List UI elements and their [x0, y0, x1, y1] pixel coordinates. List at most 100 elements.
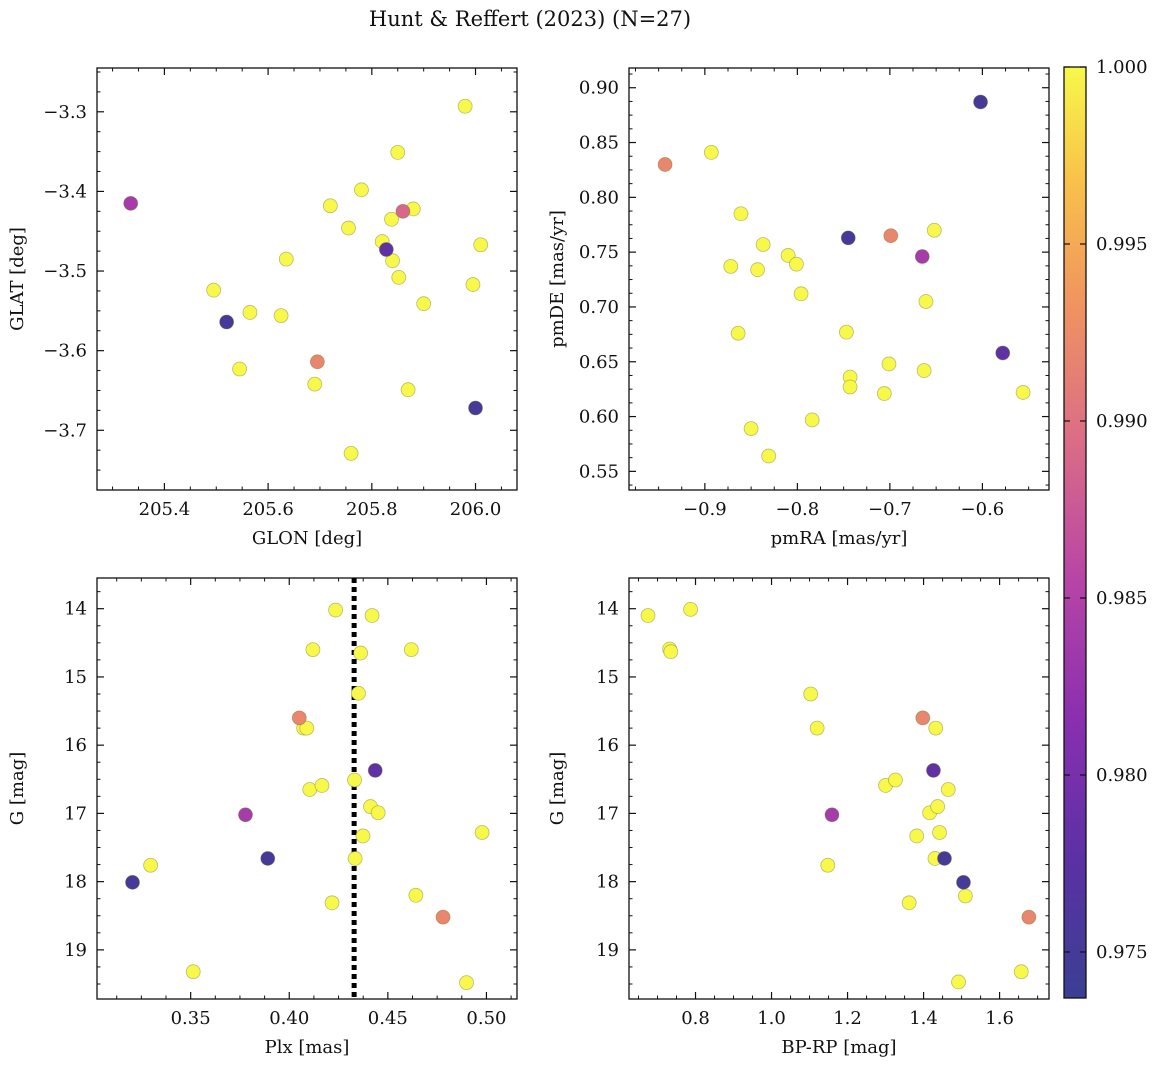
x-tick-label: −0.6 — [961, 499, 1005, 520]
x-tick-label: −0.7 — [868, 499, 912, 520]
y-tick-label: 0.90 — [579, 78, 619, 99]
y-axis-label: GLAT [deg] — [7, 227, 28, 331]
y-tick-label: 18 — [64, 872, 87, 893]
data-point — [842, 379, 858, 395]
y-tick-label: −3.6 — [43, 341, 87, 362]
data-point — [918, 294, 934, 309]
data-point — [820, 857, 836, 873]
data-point — [347, 851, 363, 866]
data-point — [930, 799, 946, 814]
data-point — [926, 763, 941, 778]
colorbar-tick-label: 1.000 — [1096, 57, 1148, 78]
data-point — [780, 248, 796, 263]
data-point — [143, 857, 159, 873]
data-point — [474, 825, 490, 840]
data-point — [459, 975, 474, 991]
colorbar-tick-label: 0.990 — [1096, 411, 1148, 432]
data-point — [385, 253, 400, 269]
data-point — [663, 644, 679, 660]
x-tick-label: 0.35 — [171, 1008, 211, 1029]
data-point — [299, 720, 315, 736]
data-point — [367, 763, 383, 778]
data-point — [351, 685, 366, 701]
figure-title: Hunt & Reffert (2023) (N=27) — [369, 7, 691, 31]
y-axis-label: pmDE [mas/yr] — [547, 210, 568, 348]
colorbar-gradient — [1063, 66, 1087, 999]
data-point — [916, 363, 932, 378]
data-point — [932, 825, 947, 840]
y-tick-label: 14 — [64, 599, 87, 620]
data-point — [928, 720, 944, 736]
y-tick-label: 0.85 — [579, 133, 619, 154]
x-tick-label: 1.4 — [909, 1008, 938, 1029]
data-point — [238, 807, 253, 823]
data-point — [416, 296, 432, 312]
data-point — [353, 645, 369, 661]
data-point — [839, 324, 854, 340]
data-point — [824, 807, 840, 823]
data-point — [309, 354, 325, 370]
data-point — [909, 828, 925, 844]
data-point — [951, 974, 966, 990]
data-point — [343, 445, 359, 461]
data-point — [291, 710, 307, 726]
data-point — [378, 242, 394, 257]
x-axis-label: Plx [mas] — [265, 1037, 350, 1058]
data-point — [391, 270, 407, 285]
x-tick-label: 205.4 — [139, 499, 191, 520]
x-tick-label: 206.0 — [450, 499, 502, 520]
data-point — [803, 686, 819, 702]
x-tick-label: −0.9 — [683, 499, 727, 520]
colorbar-tick-label: 0.985 — [1096, 588, 1148, 609]
y-tick-label: 15 — [596, 667, 619, 688]
y-tick-label: 16 — [64, 735, 87, 756]
y-tick-label: 0.75 — [579, 242, 619, 263]
data-point — [185, 964, 201, 980]
data-point — [219, 314, 235, 330]
y-tick-label: −3.5 — [43, 261, 87, 282]
data-point — [876, 386, 892, 401]
data-point — [723, 258, 739, 274]
y-tick-label: 0.55 — [579, 461, 619, 482]
y-tick-label: 18 — [596, 872, 619, 893]
data-point — [730, 325, 746, 341]
data-point — [355, 828, 371, 844]
data-point — [888, 772, 903, 788]
y-axis-label: G [mag] — [7, 752, 28, 825]
plot-frame — [628, 67, 1050, 491]
data-point — [956, 874, 971, 890]
y-tick-label: 19 — [64, 940, 87, 961]
data-point — [755, 237, 771, 252]
data-point — [242, 305, 258, 320]
data-point — [465, 277, 481, 292]
data-point — [957, 888, 973, 904]
panel-glon-glat: 205.4 205.6 205.8 206.0 −3.3 −3.4 −3.5 −3.6 −3.7… — [7, 67, 518, 549]
data-point — [468, 400, 483, 416]
data-point — [260, 851, 276, 866]
data-point — [125, 874, 140, 890]
x-axis-label: pmRA [mas/yr] — [771, 528, 908, 549]
data-point — [1015, 385, 1031, 400]
data-point — [435, 909, 451, 925]
data-point — [403, 642, 419, 658]
x-tick-label: 0.45 — [368, 1008, 408, 1029]
data-point — [881, 356, 897, 372]
x-tick-label: 0.40 — [269, 1008, 309, 1029]
x-tick-label: 205.8 — [346, 499, 398, 520]
x-tick-label: 0.8 — [681, 1008, 710, 1029]
y-tick-label: 16 — [596, 735, 619, 756]
data-point — [914, 249, 930, 264]
data-point — [354, 182, 369, 198]
data-point — [305, 642, 321, 658]
x-tick-label: 1.0 — [757, 1008, 786, 1029]
x-tick-label: 0.50 — [466, 1008, 506, 1029]
data-point — [901, 895, 917, 911]
colorbar-tick-label: 0.975 — [1096, 942, 1148, 963]
y-tick-label: 17 — [596, 803, 619, 824]
data-point — [937, 851, 952, 866]
data-point — [1021, 909, 1037, 925]
colorbar-tick-label: 0.980 — [1096, 765, 1148, 786]
panel-pmra-pmde: −0.9 −0.8 −0.7 −0.6 0.55 0.60 0.65 0.70 0.75 0.80… — [547, 67, 1050, 549]
data-point — [322, 198, 338, 214]
